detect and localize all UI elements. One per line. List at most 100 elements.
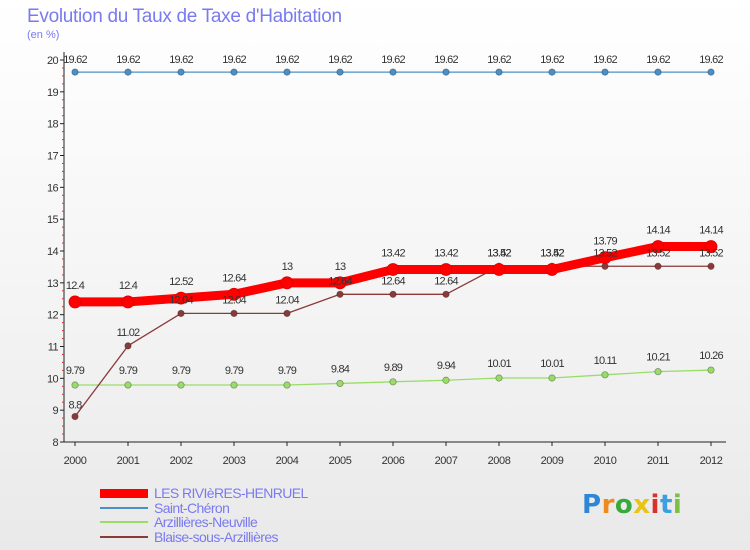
x-tick-label: 2009 [541, 455, 564, 467]
data-label: 13.52 [593, 247, 617, 259]
data-label: 9.79 [225, 365, 244, 377]
chart-title: Evolution du Taux de Taxe d'Habitation [27, 6, 342, 27]
data-label: 19.62 [540, 54, 564, 66]
data-point [442, 290, 450, 298]
data-point [707, 68, 715, 76]
data-point [389, 290, 397, 298]
y-tick-label: 12 [47, 310, 59, 322]
y-tick-label: 14 [47, 246, 59, 258]
data-label: 13.52 [540, 247, 564, 259]
proxiti-logo: Proxiti [582, 490, 682, 520]
legend-label: Blaise-sous-Arzillières [154, 528, 279, 545]
data-label: 13.52 [646, 247, 670, 259]
data-label: 10.01 [540, 358, 564, 370]
data-point [283, 381, 291, 389]
x-tick-label: 2012 [700, 455, 723, 467]
data-point [389, 378, 397, 386]
y-tick-label: 11 [48, 342, 59, 354]
data-label: 19.62 [593, 54, 617, 66]
x-tick-label: 2003 [223, 455, 246, 467]
data-point [704, 240, 718, 253]
data-point [230, 68, 238, 76]
data-point [601, 68, 609, 76]
logo-letter: o [614, 490, 634, 520]
y-tick-label: 15 [47, 214, 59, 226]
data-label: 19.62 [328, 54, 352, 66]
x-tick-label: 2008 [488, 455, 511, 467]
data-point [545, 263, 559, 276]
data-label: 9.89 [384, 362, 403, 374]
data-point [548, 68, 556, 76]
data-point [68, 295, 82, 309]
data-label: 12.52 [169, 276, 193, 288]
data-label: 19.62 [487, 54, 511, 66]
logo-letter: t [659, 490, 673, 520]
legend-label: Saint-Chéron [154, 499, 230, 516]
logo-letter: r [601, 490, 615, 520]
data-label: 10.21 [646, 352, 670, 364]
logo-letter: x [633, 490, 651, 520]
data-point [121, 295, 135, 309]
x-tick-label: 2002 [170, 455, 193, 467]
data-point [495, 68, 503, 76]
data-point [177, 381, 185, 389]
data-point [336, 290, 344, 298]
data-label: 19.62 [275, 54, 299, 66]
data-label: 13.42 [540, 247, 564, 259]
data-point [707, 262, 715, 270]
data-point [442, 376, 450, 384]
data-label: 19.62 [699, 54, 723, 66]
y-tick-label: 18 [47, 119, 59, 131]
data-label: 19.62 [381, 54, 405, 66]
data-label: 13.79 [593, 236, 617, 248]
data-point [548, 374, 556, 382]
data-point [333, 276, 347, 290]
data-label: 10.26 [699, 350, 723, 362]
legend-swatch-arzillieres-neuville [100, 521, 148, 524]
data-label: 9.84 [331, 363, 350, 375]
legend-item-blaise-sous-arzillieres: Blaise-sous-Arzillières [100, 530, 308, 545]
logo-letter: i [650, 490, 660, 520]
series-layer [68, 68, 718, 421]
data-point [280, 276, 294, 290]
data-label: 19.62 [63, 54, 87, 66]
labels-layer: 19.62 19.62 19.62 19.62 19.62 19.62 19.62 19.62… [63, 54, 724, 411]
y-tick-label: 17 [47, 151, 59, 163]
data-point [230, 309, 238, 317]
y-tick-label: 9 [52, 405, 58, 417]
data-point [442, 68, 450, 76]
data-point [598, 251, 612, 265]
data-point [495, 374, 503, 382]
legend: LES RIVIèRES-HENRUEL Saint-Chéron Arzill… [100, 486, 308, 544]
data-label: 9.79 [172, 365, 191, 377]
data-label: 19.62 [222, 54, 246, 66]
data-point [177, 309, 185, 317]
legend-item-les-rivieres-henruel: LES RIVIèRES-HENRUEL [100, 486, 308, 501]
data-label: 13.52 [699, 247, 723, 259]
data-point [654, 368, 662, 376]
x-tick-label: 2006 [382, 455, 405, 467]
legend-swatch-blaise-sous-arzillieres [100, 535, 148, 538]
x-tick-label: 2010 [594, 455, 617, 467]
x-tick-label: 2001 [117, 455, 140, 467]
data-label: 12.64 [381, 275, 405, 287]
data-point [124, 342, 132, 350]
data-point [707, 366, 715, 374]
data-point [654, 68, 662, 76]
chart-subtitle: (en %) [27, 29, 60, 41]
data-point [336, 68, 344, 76]
data-label: 12.64 [434, 275, 458, 287]
data-label: 19.62 [646, 54, 670, 66]
data-point [227, 287, 241, 301]
legend-item-saint-cheron: Saint-Chéron [100, 501, 308, 516]
y-tick-label: 16 [47, 182, 59, 194]
data-point [177, 68, 185, 76]
series-line [74, 265, 712, 418]
data-label: 11.02 [117, 327, 140, 339]
data-point [71, 68, 79, 76]
data-label: 12.04 [222, 294, 246, 306]
data-label: 12.64 [328, 275, 352, 287]
legend-label: Arzillières-Neuville [154, 514, 258, 531]
x-tick-label: 2004 [276, 455, 299, 467]
logo-letter: i [672, 490, 683, 520]
